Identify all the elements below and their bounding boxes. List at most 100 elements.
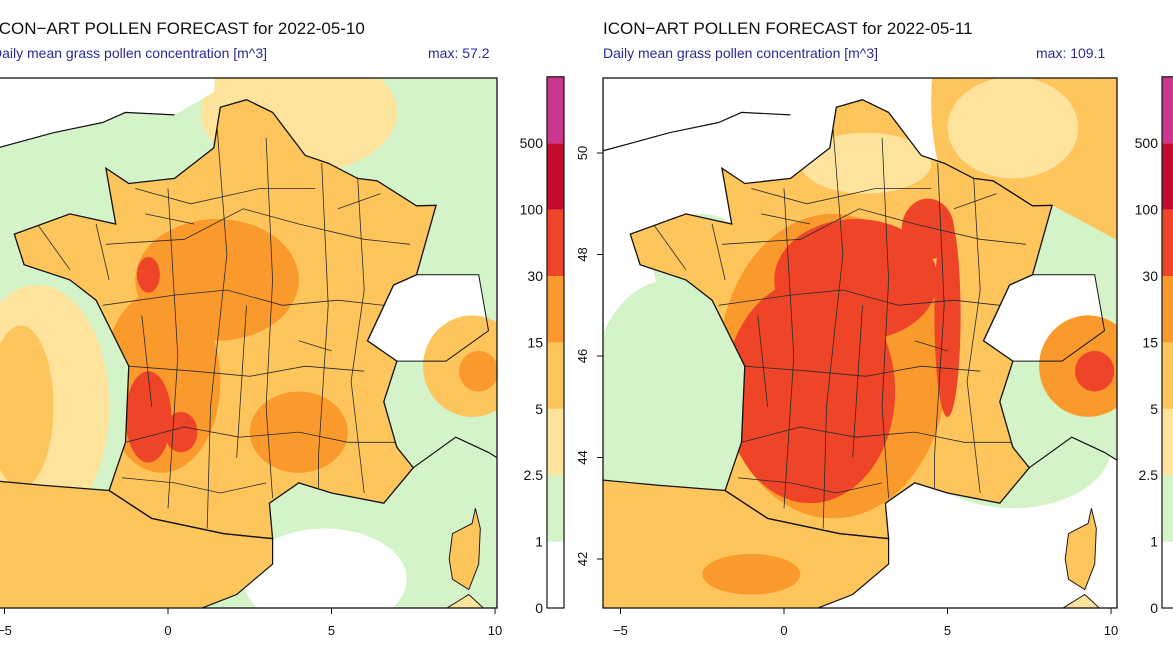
pollen-area bbox=[702, 553, 801, 595]
map-max-1: max: 57.2 bbox=[428, 45, 490, 61]
map-subtitle-1: Daily mean grass pollen concentration [m… bbox=[0, 45, 268, 61]
colorbar-band bbox=[547, 209, 564, 276]
pollen-area bbox=[0, 325, 54, 488]
colorbar-band bbox=[547, 143, 564, 210]
department-border bbox=[102, 289, 384, 306]
map-1 bbox=[0, 78, 497, 608]
colorbar-label: 100 bbox=[520, 202, 544, 218]
map-title-1: ICON−ART POLLEN FORECAST for 2022‑05‑10 bbox=[0, 19, 365, 38]
department-border bbox=[128, 365, 365, 377]
clear-area bbox=[243, 528, 407, 608]
colorbar-frame bbox=[1161, 76, 1173, 609]
pollen-area bbox=[125, 371, 172, 463]
uk-coastline bbox=[603, 111, 791, 152]
department-border bbox=[738, 477, 883, 494]
colorbar-label: 0 bbox=[535, 600, 543, 616]
colorbar-band bbox=[547, 342, 564, 409]
colorbar-band bbox=[1162, 143, 1173, 210]
department-border bbox=[741, 426, 1013, 443]
department-border bbox=[145, 213, 195, 225]
department-border bbox=[953, 193, 997, 210]
colorbar-band bbox=[547, 276, 564, 343]
colorbar-1: 0 1 2.5 5 15 30 100 500 bbox=[520, 76, 565, 616]
department-border bbox=[718, 289, 1000, 306]
france-border bbox=[629, 99, 1053, 540]
corsica bbox=[448, 508, 481, 591]
colorbar-label: 5 bbox=[1150, 401, 1158, 417]
department-border bbox=[236, 305, 247, 458]
pollen-area bbox=[459, 350, 497, 392]
pollen-area bbox=[901, 198, 955, 260]
colorbar-band bbox=[1162, 209, 1173, 276]
colorbar-band bbox=[1162, 541, 1173, 608]
italy-coastline bbox=[1028, 436, 1117, 469]
pollen-area bbox=[136, 257, 160, 293]
department-border bbox=[125, 426, 397, 443]
colorbar-label: 500 bbox=[520, 135, 544, 151]
sardinia bbox=[1062, 593, 1101, 608]
department-border bbox=[757, 315, 768, 407]
department-border bbox=[135, 188, 316, 205]
swiss-border bbox=[983, 274, 1106, 362]
pollen-area bbox=[947, 78, 1079, 179]
lat-tick-label: 50 bbox=[575, 146, 590, 160]
department-border bbox=[914, 340, 948, 352]
france-pollen bbox=[102, 218, 348, 473]
colorbar-label: 500 bbox=[1135, 135, 1159, 151]
france-border bbox=[13, 99, 437, 540]
colorbar-label: 1 bbox=[1150, 534, 1158, 550]
uk-coastline bbox=[0, 111, 175, 148]
lat-tick-label: 42 bbox=[575, 552, 590, 566]
uk-land bbox=[603, 78, 831, 152]
department-border bbox=[265, 137, 274, 499]
department-border bbox=[744, 365, 981, 377]
sardinia bbox=[446, 593, 485, 608]
corsica bbox=[1064, 508, 1097, 591]
uk-land bbox=[0, 78, 215, 148]
department-border bbox=[881, 137, 890, 499]
map-2 bbox=[603, 78, 1117, 608]
department-border bbox=[36, 223, 71, 270]
spain-land bbox=[0, 481, 273, 608]
pollen-area bbox=[135, 218, 299, 341]
map-subtitle-2: Daily mean grass pollen concentration [m… bbox=[603, 45, 879, 61]
colorbar-label: 1 bbox=[535, 534, 543, 550]
department-border bbox=[337, 193, 381, 210]
colorbar-band bbox=[1162, 276, 1173, 343]
department-border bbox=[298, 340, 332, 352]
department-border bbox=[783, 188, 795, 509]
department-border bbox=[350, 178, 365, 494]
colorbar-band bbox=[547, 76, 564, 144]
lon-tick-label: 0 bbox=[164, 623, 171, 638]
department-border bbox=[206, 127, 228, 529]
colorbar-band bbox=[547, 541, 564, 608]
map-frame bbox=[602, 77, 1118, 609]
colorbar-label: 15 bbox=[527, 334, 543, 350]
department-border bbox=[95, 223, 110, 280]
lon-tick-label: 5 bbox=[944, 623, 951, 638]
colorbar-label: 0 bbox=[1150, 600, 1158, 616]
lon-tick-label: 10 bbox=[1104, 623, 1118, 638]
swiss-border bbox=[367, 274, 490, 362]
pollen-area bbox=[800, 132, 932, 194]
colorbar-label: 100 bbox=[1135, 202, 1159, 218]
lon-tick-label: 0 bbox=[780, 623, 787, 638]
department-border bbox=[711, 223, 726, 280]
department-border bbox=[966, 178, 981, 494]
department-border bbox=[751, 188, 932, 205]
colorbar-band bbox=[1162, 408, 1173, 476]
pollen-area bbox=[86, 553, 185, 595]
pollen-area bbox=[934, 213, 961, 417]
lat-tick-label: 44 bbox=[575, 450, 590, 464]
colorbar-band bbox=[547, 408, 564, 476]
department-border bbox=[317, 163, 329, 488]
lon-tick-label: −5 bbox=[613, 623, 628, 638]
france-pollen bbox=[718, 132, 961, 519]
department-border bbox=[167, 188, 179, 509]
department-border bbox=[141, 315, 153, 407]
colorbar-band bbox=[1162, 475, 1173, 542]
pollen-area bbox=[164, 411, 198, 453]
department-border bbox=[652, 223, 687, 270]
colorbar-frame bbox=[546, 76, 565, 609]
map-title-2: ICON−ART POLLEN FORECAST for 2022‑05‑11 bbox=[603, 19, 973, 38]
